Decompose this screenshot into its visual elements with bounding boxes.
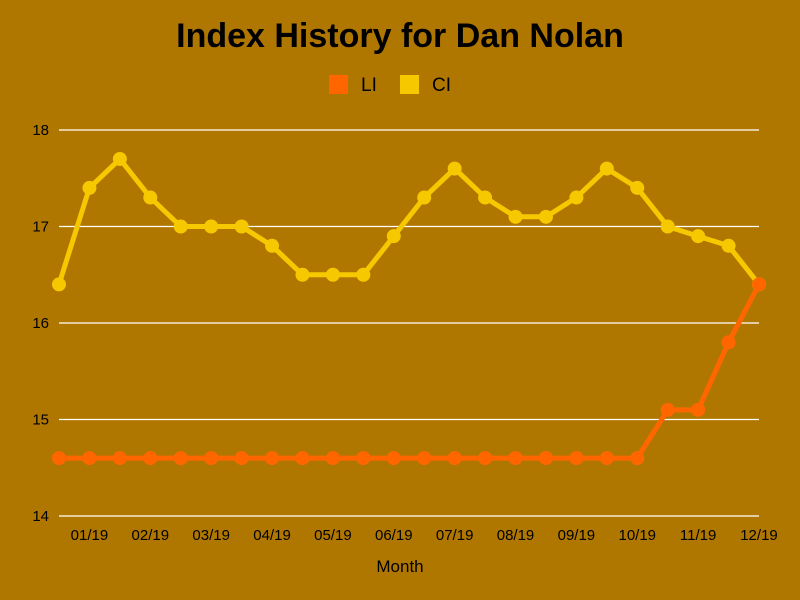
data-point-ci [478,190,493,205]
legend-label-ci: CI [432,75,451,96]
data-point-ci [82,180,97,195]
x-axis-label: Month [376,557,423,576]
x-tick-label: 06/19 [375,527,413,544]
data-point-ci [538,209,553,224]
data-point-li [508,451,523,466]
data-point-li [173,451,188,466]
data-point-ci [660,219,675,234]
legend-label-li: LI [361,75,377,96]
data-point-ci [234,219,249,234]
x-tick-label: 10/19 [618,527,656,544]
data-point-li [386,451,401,466]
data-point-ci [112,151,127,166]
legend-swatch-ci [400,75,419,94]
data-point-li [569,451,584,466]
series-line-ci [56,156,762,287]
data-point-li [752,277,766,292]
x-tick-label: 12/19 [740,527,778,544]
data-point-ci [447,161,462,176]
data-point-ci [295,267,310,282]
x-tick-label: 03/19 [192,527,230,544]
x-axis-ticks: 01/19 02/19 03/19 04/19 05/19 06/19 07/19 08/19… [71,527,778,544]
data-point-li [721,335,736,350]
data-point-ci [721,238,736,253]
x-tick-label: 07/19 [436,527,474,544]
x-tick-label: 05/19 [314,527,352,544]
y-tick-label: 15 [32,412,49,429]
data-point-li [52,451,66,466]
data-point-li [265,451,280,466]
series-line-li [56,281,762,461]
legend: LI CI [329,75,451,96]
data-point-li [417,451,432,466]
data-point-ci [691,229,706,244]
series-li [52,277,766,466]
data-point-li [143,451,158,466]
data-point-li [447,451,462,466]
data-point-li [660,402,675,417]
data-point-ci [417,190,432,205]
data-point-li [599,451,614,466]
data-point-li [538,451,553,466]
y-tick-label: 17 [32,219,49,236]
data-point-li [234,451,249,466]
data-point-li [82,451,97,466]
data-point-ci [143,190,158,205]
data-point-ci [508,209,523,224]
data-point-ci [630,180,645,195]
data-point-ci [265,238,280,253]
y-tick-label: 14 [32,508,49,525]
x-tick-label: 09/19 [558,527,596,544]
x-tick-label: 11/19 [680,527,716,544]
data-point-ci [52,277,66,292]
x-tick-label: 01/19 [71,527,109,544]
data-point-li [630,451,645,466]
y-tick-label: 16 [32,315,49,332]
legend-swatch-li [329,75,348,94]
y-axis-ticks: 14 15 16 17 18 [32,122,49,525]
y-tick-label: 18 [32,122,49,139]
series-ci [52,151,766,292]
data-point-ci [599,161,614,176]
data-point-ci [386,229,401,244]
data-point-li [478,451,493,466]
x-tick-label: 08/19 [497,527,535,544]
chart-title: Index History for Dan Nolan [176,17,624,55]
data-point-ci [325,267,340,282]
x-tick-label: 02/19 [132,527,170,544]
data-point-ci [569,190,584,205]
data-point-ci [204,219,219,234]
data-point-ci [173,219,188,234]
data-point-ci [356,267,371,282]
x-tick-label: 04/19 [253,527,291,544]
data-point-li [112,451,127,466]
data-point-li [356,451,371,466]
data-point-li [325,451,340,466]
series-group [52,151,766,466]
data-point-li [295,451,310,466]
data-point-li [204,451,219,466]
data-point-li [691,402,706,417]
